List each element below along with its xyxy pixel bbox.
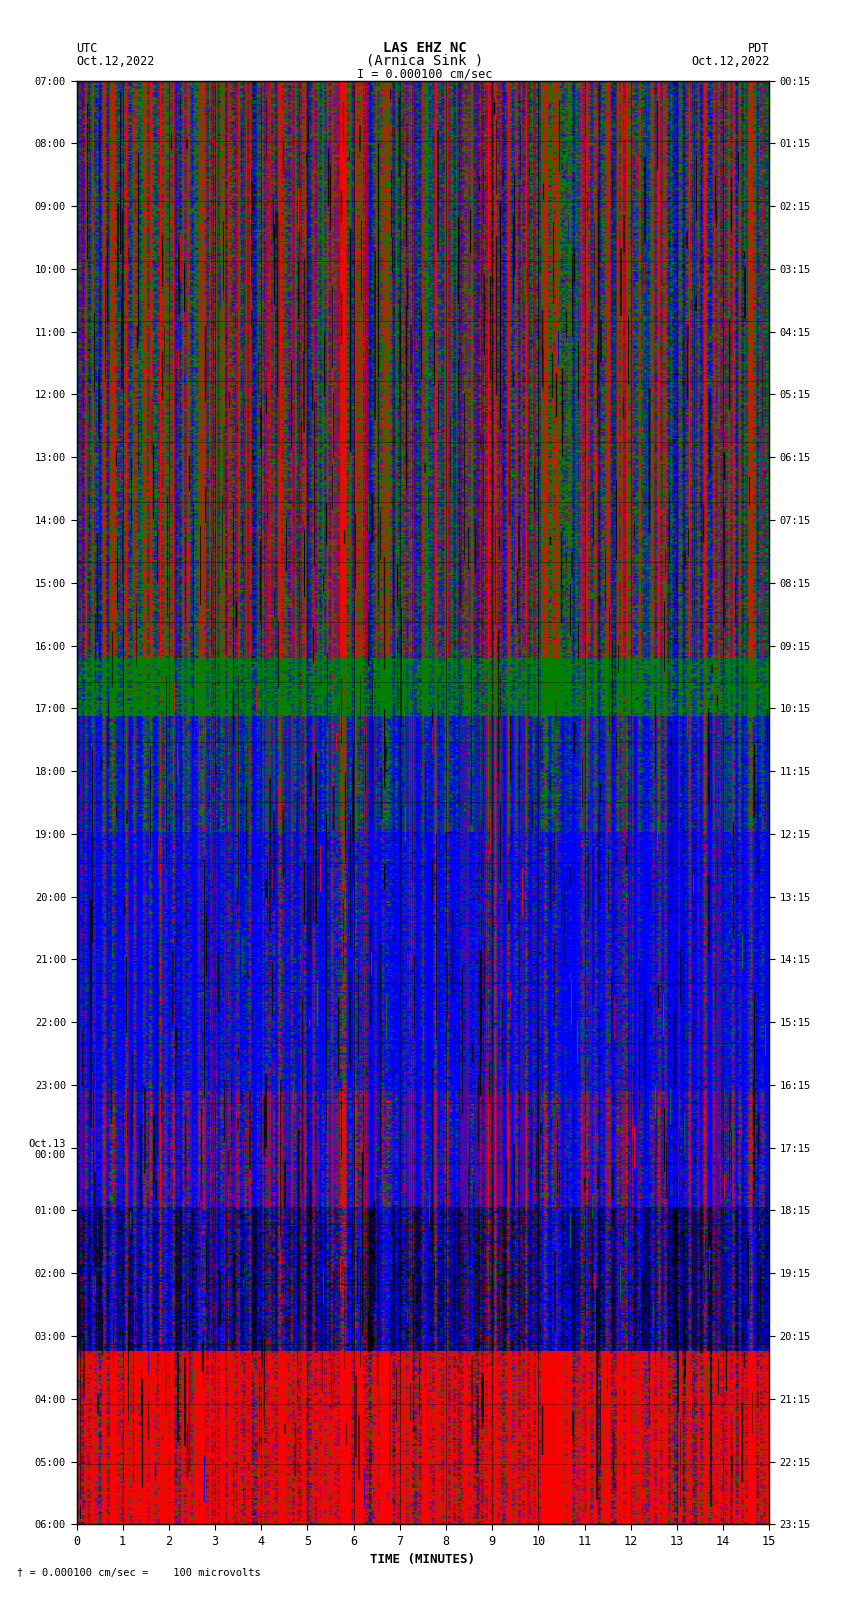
Text: UTC: UTC <box>76 42 98 55</box>
Text: PDT: PDT <box>748 42 769 55</box>
Text: LAS EHZ NC: LAS EHZ NC <box>383 40 467 55</box>
X-axis label: TIME (MINUTES): TIME (MINUTES) <box>371 1553 475 1566</box>
Text: Oct.12,2022: Oct.12,2022 <box>76 55 155 68</box>
Text: † = 0.000100 cm/sec =    100 microvolts: † = 0.000100 cm/sec = 100 microvolts <box>17 1568 261 1578</box>
Text: I = 0.000100 cm/sec: I = 0.000100 cm/sec <box>357 68 493 81</box>
Text: (Arnica Sink ): (Arnica Sink ) <box>366 53 484 68</box>
Text: Oct.12,2022: Oct.12,2022 <box>691 55 769 68</box>
